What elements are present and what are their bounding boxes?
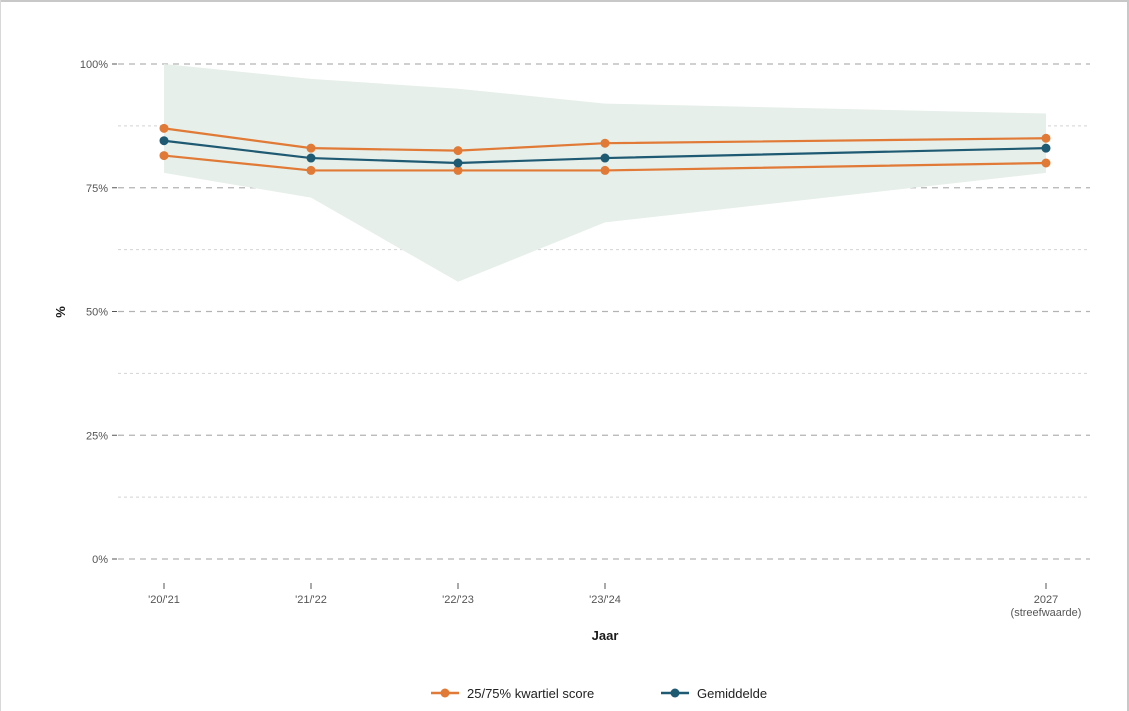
legend-mean-label: Gemiddelde [697, 686, 767, 701]
point-layer [159, 123, 1051, 175]
y-axis-title: % [53, 306, 68, 318]
y-tick-label: 75% [86, 183, 108, 195]
series-point-mean [600, 153, 610, 163]
series-point-upper [306, 143, 316, 153]
series-point-mean [1041, 143, 1051, 153]
series-point-lower [600, 165, 610, 175]
y-tick-label: 0% [92, 554, 108, 566]
y-tick-label: 100% [80, 59, 108, 71]
x-tick-label: '21/'22 [295, 594, 327, 606]
y-tick-label: 50% [86, 307, 108, 319]
frame-right-border [1127, 0, 1129, 711]
x-tick-label: '23/'24 [589, 594, 621, 606]
x-tick-label: 2027 [1034, 594, 1058, 606]
series-point-upper [1041, 133, 1051, 143]
series-point-mean [306, 153, 316, 163]
frame-left-border [0, 0, 1, 711]
x-tick-label: '20/'21 [148, 594, 180, 606]
legend-quartile-marker [440, 688, 450, 698]
legend-mean-marker [670, 688, 680, 698]
legend: 25/75% kwartiel score Gemiddelde [431, 686, 767, 701]
y-tick-label: 25% [86, 430, 108, 442]
series-point-lower [159, 151, 169, 161]
series-point-lower [1041, 158, 1051, 168]
x-tick-label: '22/'23 [442, 594, 474, 606]
series-point-mean [159, 136, 169, 146]
series-point-upper [159, 123, 169, 133]
series-point-mean [453, 158, 463, 168]
legend-quartile-label: 25/75% kwartiel score [467, 686, 594, 701]
series-point-upper [600, 138, 610, 148]
x-axis-title: Jaar [592, 628, 619, 643]
series-point-upper [453, 146, 463, 156]
x-tick-sublabel: (streefwaarde) [1011, 607, 1082, 619]
frame-top-border [0, 0, 1129, 2]
axis-layer: 0% 25% 50% 75% 100% '20/'21 '21/'22 '22/'23 '23/… [80, 59, 1082, 619]
series-point-lower [306, 165, 316, 175]
series-point-lower [453, 165, 463, 175]
